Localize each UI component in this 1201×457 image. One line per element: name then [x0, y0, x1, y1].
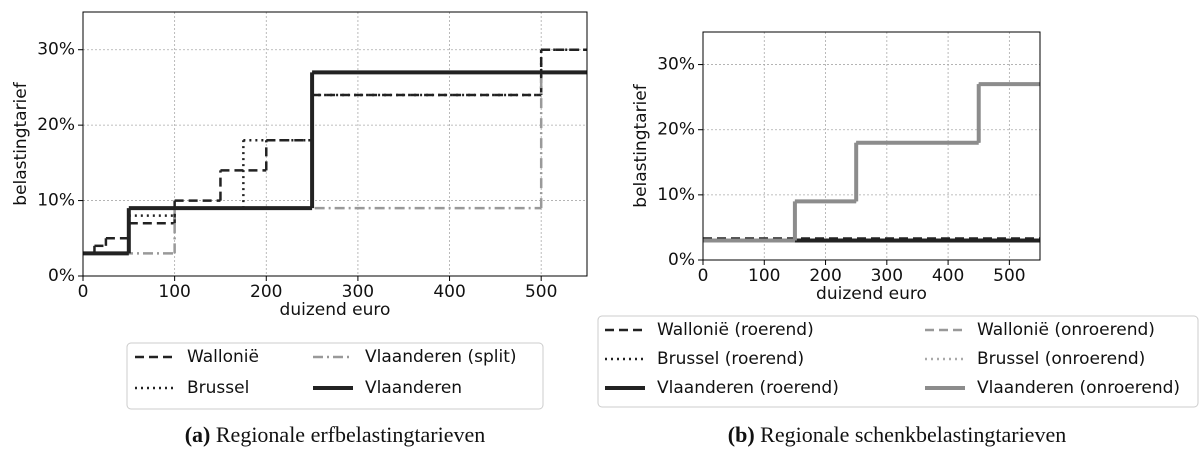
x-tick-label: 0 — [78, 282, 89, 302]
caption: (a) Regionale erfbelastingtarieven — [185, 422, 486, 447]
legend-box — [126, 342, 544, 410]
x-tick-label: 300 — [871, 266, 903, 286]
y-axis-label: belastingtarief — [631, 83, 651, 207]
x-tick-label: 500 — [525, 282, 557, 302]
caption-text: Regionale erfbelastingtarieven — [216, 422, 485, 447]
caption-label: (b) — [728, 422, 755, 447]
plot-frame — [82, 11, 588, 277]
caption-text: Regionale schenkbelastingtarieven — [760, 422, 1066, 447]
x-tick-label: 400 — [932, 266, 964, 286]
legend-label: Brussel (onroerend) — [977, 349, 1145, 369]
x-tick-label: 200 — [809, 266, 841, 286]
y-tick-label: 20% — [37, 115, 75, 135]
y-tick-label: 30% — [37, 40, 75, 60]
x-tick-label: 100 — [158, 282, 190, 302]
caption-label: (a) — [185, 422, 211, 447]
legend-label: Vlaanderen — [365, 378, 462, 398]
y-tick-label: 0% — [668, 250, 695, 270]
x-axis-label: duizend euro — [280, 300, 391, 320]
legend-label: Brussel (roerend) — [657, 349, 804, 369]
legend-label: Vlaanderen (onroerend) — [977, 378, 1180, 398]
x-tick-label: 500 — [993, 266, 1025, 286]
legend-label: Vlaanderen (split) — [365, 347, 517, 367]
x-tick-label: 300 — [342, 282, 374, 302]
y-tick-label: 10% — [37, 191, 75, 211]
y-tick-label: 10% — [657, 185, 695, 205]
legend-label: Vlaanderen (roerend) — [657, 378, 839, 398]
x-tick-label: 0 — [698, 266, 709, 286]
plot-frame — [702, 31, 1041, 261]
x-tick-label: 100 — [748, 266, 780, 286]
legend-label: Brussel — [187, 378, 249, 398]
y-axis-label: belastingtarief — [11, 81, 31, 205]
caption: (b) Regionale schenkbelastingtarieven — [728, 422, 1066, 447]
legend-label: Wallonië (roerend) — [657, 320, 814, 340]
y-tick-label: 0% — [48, 266, 75, 286]
y-tick-label: 20% — [657, 120, 695, 140]
x-tick-label: 400 — [433, 282, 465, 302]
legend-box — [597, 315, 1199, 408]
y-tick-label: 30% — [657, 55, 695, 75]
x-axis-label: duizend euro — [816, 284, 927, 304]
legend-label: Wallonië (onroerend) — [977, 320, 1155, 340]
x-tick-label: 200 — [250, 282, 282, 302]
legend-label: Wallonië — [187, 347, 259, 367]
